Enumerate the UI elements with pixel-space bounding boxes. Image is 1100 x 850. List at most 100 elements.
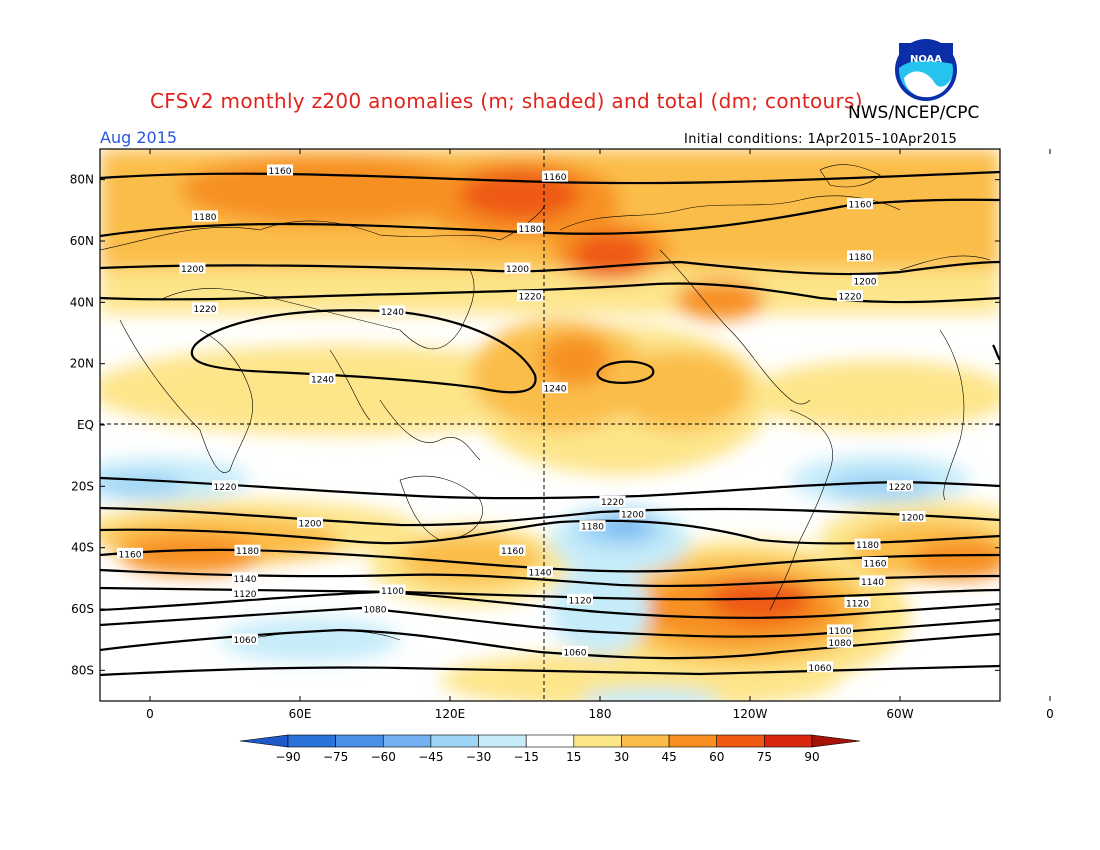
colorbar-box (478, 734, 527, 748)
lon-label: 0 (1046, 707, 1054, 721)
colorbar-max-arrow (811, 734, 861, 748)
contour-label-text: 1080 (829, 639, 852, 649)
colorbar-box (668, 734, 718, 748)
contour-label-text: 1160 (269, 167, 292, 177)
contour-label-text: 1200 (621, 510, 644, 520)
contour-label-text: 1220 (889, 483, 912, 493)
lat-label: 80N (70, 173, 94, 187)
colorbar-label: 30 (614, 750, 629, 764)
contour-label: 1160 (117, 547, 143, 560)
contour-label: 1160 (542, 170, 568, 183)
colorbar-label: 45 (661, 750, 676, 764)
contour-label-text: 1240 (311, 376, 334, 386)
agency-label: NWS/NCEP/CPC (848, 103, 980, 123)
axis-ticks (100, 149, 1051, 701)
coastlines (100, 164, 991, 641)
contour-label-text: 1100 (829, 627, 852, 637)
contour-label-text: 1160 (849, 201, 872, 211)
contour-label-text: 1140 (529, 569, 552, 579)
contour-label: 1140 (232, 572, 258, 585)
contour-label: 1240 (379, 305, 406, 318)
colorbar-box (382, 734, 432, 748)
contour-label-text: 1120 (234, 590, 257, 600)
contour-label: 1180 (854, 538, 881, 551)
contour-label-text: 1060 (809, 664, 832, 674)
colorbar-label: −30 (466, 750, 491, 764)
contour-labels: 1160 1160 1160 1180 1180 1180 1200 1200 1200 1220… (117, 164, 926, 674)
colorbar-label: −90 (275, 750, 300, 764)
contour-label: 1140 (527, 566, 553, 579)
lat-label: 80S (71, 663, 94, 677)
contour-label-text: 1140 (234, 575, 257, 585)
contour-label: 1180 (192, 210, 218, 223)
colorbar-box (335, 734, 384, 748)
contour-label: 1180 (517, 222, 543, 235)
colorbar-box (764, 734, 813, 748)
contour-label-text: 1160 (501, 547, 524, 557)
initial-conditions: Initial conditions: 1Apr2015–10Apr2015 (684, 132, 958, 147)
contour-label: 1100 (379, 584, 406, 597)
contour-label: 1140 (859, 575, 886, 588)
colorbar-box (573, 734, 622, 748)
contour-label: 1160 (862, 557, 888, 570)
contour-label-text: 1220 (601, 498, 624, 508)
contour-label-text: 1060 (564, 648, 587, 658)
contour-label: 1100 (827, 624, 853, 637)
contour-label: 1200 (504, 262, 531, 275)
contour-label-text: 1240 (544, 385, 567, 395)
contour-label-text: 1180 (194, 213, 217, 223)
colorbar-box (525, 734, 575, 748)
colorbar-label: 60 (709, 750, 724, 764)
contour-label: 1160 (847, 198, 873, 211)
contour-label-text: 1120 (846, 599, 869, 609)
colorbar-box (430, 734, 479, 748)
contour-label: 1220 (837, 290, 863, 303)
colorbar-label: 75 (757, 750, 772, 764)
contour-label-text: 1100 (381, 587, 404, 597)
contour-label-text: 1200 (299, 520, 322, 530)
contour-label: 1180 (847, 250, 873, 263)
contour-label: 1240 (542, 382, 568, 395)
contour-label: 1220 (517, 290, 543, 303)
contour-label-text: 1180 (519, 225, 542, 235)
contour-label: 1180 (234, 544, 261, 557)
lat-label: 40S (71, 541, 94, 555)
contour-label-text: 1200 (854, 277, 877, 287)
lat-label: 20S (71, 479, 94, 493)
contour-label: 1240 (309, 373, 336, 386)
contour-label-text: 1120 (569, 596, 592, 606)
contour-label: 1120 (844, 596, 871, 609)
forecast-month: Aug 2015 (100, 128, 178, 147)
contour-label: 1200 (899, 511, 926, 524)
contour-label-text: 1160 (119, 550, 142, 560)
contour-label-text: 1140 (861, 578, 884, 588)
contour-label: 1120 (567, 593, 593, 606)
colorbar-box (716, 734, 765, 748)
colorbar-box (621, 734, 670, 748)
lat-label: 40N (70, 295, 94, 309)
colorbar-label: −75 (323, 750, 348, 764)
contour-label-text: 1220 (194, 305, 217, 315)
lon-label: 120W (733, 707, 768, 721)
contour-label: 1060 (232, 633, 258, 646)
contour-label-text: 1200 (506, 265, 529, 275)
contour-label-text: 1160 (544, 173, 567, 183)
lon-label: 60E (289, 707, 312, 721)
lon-label: 60W (886, 707, 913, 721)
contour-label-text: 1240 (381, 308, 404, 318)
longitude-labels: 0 60E 120E 180 120W 60W 0 (146, 707, 1054, 721)
lat-label: 60S (71, 602, 94, 616)
contour-label: 1080 (827, 636, 853, 649)
contour-label: 1180 (579, 520, 606, 533)
colorbar-box (287, 734, 336, 748)
contour-label: 1120 (232, 587, 258, 600)
lon-label: 180 (589, 707, 612, 721)
contour-label-text: 1180 (581, 523, 604, 533)
logo-text: NOAA (910, 54, 942, 65)
contour-label-text: 1180 (856, 541, 879, 551)
contour-label: 1080 (362, 603, 388, 616)
colorbar-label: 15 (566, 750, 581, 764)
colorbar-label: −15 (514, 750, 539, 764)
chart-title: CFSv2 monthly z200 anomalies (m; shaded)… (150, 89, 863, 113)
